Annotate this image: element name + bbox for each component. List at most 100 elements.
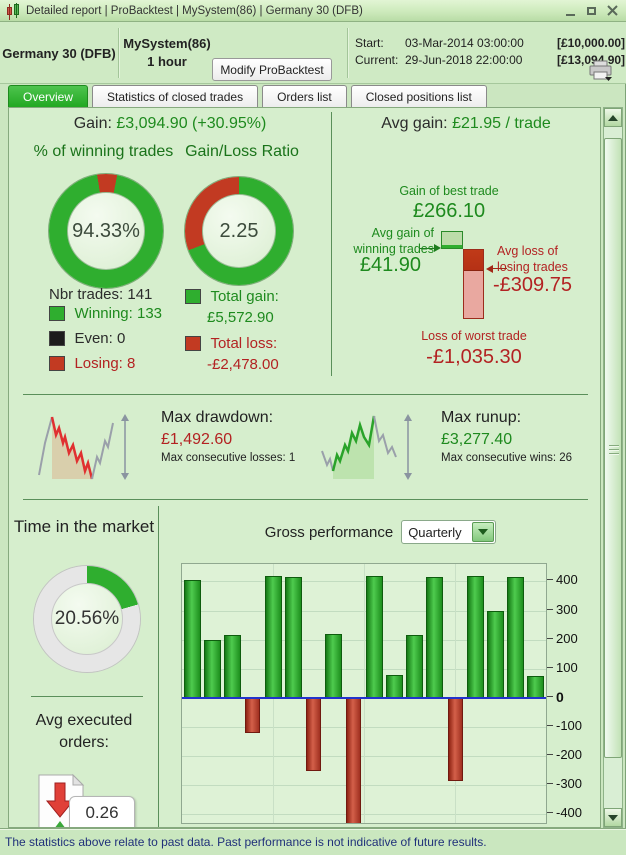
worst-trade-bar: [463, 249, 484, 319]
chevron-down-icon: [478, 529, 488, 535]
total-loss-swatch: [185, 336, 201, 351]
perf-bar-6: [285, 577, 302, 698]
y-tick--300: -300: [547, 776, 582, 791]
nbr-trades: Nbr trades: 141: [49, 286, 152, 303]
avg-gain-label: Avg gain:: [381, 115, 447, 132]
candlestick-app-icon: [6, 3, 21, 18]
tab-overview[interactable]: Overview: [8, 85, 88, 107]
gain-label: Gain:: [74, 115, 112, 132]
close-button[interactable]: [605, 4, 620, 18]
losing-color-swatch: [49, 356, 65, 371]
runup-title: Max runup:: [441, 409, 601, 427]
even-legend-row: Even: 0: [49, 330, 125, 351]
total-gain-label: Total gain:: [210, 288, 278, 305]
start-label: Start:: [355, 36, 405, 50]
total-gain-row: Total gain:: [185, 288, 279, 309]
worst-trade-label: Loss of worst trade: [399, 329, 549, 345]
timeframe: 1 hour: [123, 53, 210, 71]
modify-probacktest-button[interactable]: Modify ProBacktest: [212, 58, 332, 81]
winning-donut-title: % of winning trades: [21, 142, 186, 162]
separator-3: [31, 696, 143, 697]
top-vertical-divider: [331, 112, 332, 376]
drawdown-sub: Max consecutive losses: 1: [161, 452, 331, 464]
total-loss-row: Total loss:: [185, 335, 277, 356]
avg-orders-value: 0.26: [69, 796, 135, 828]
gain-summary: Gain: £3,094.90 (+30.95%): [9, 115, 331, 133]
zero-line: [182, 697, 546, 699]
instrument-name: Germany 30 (DFB): [2, 46, 115, 61]
avg-orders-title: Avg executed orders:: [9, 710, 159, 753]
avg-win-strip: [442, 245, 462, 248]
avg-win-arrow-icon: [434, 244, 441, 252]
winning-count: 133: [137, 305, 162, 322]
gross-performance-header: Gross performance Quarterly: [159, 520, 601, 544]
system-cell: MySystem(86) 1 hour: [124, 22, 210, 84]
perf-bar-8: [325, 634, 342, 698]
perf-bar-11: [386, 675, 403, 698]
y-tick--400: -400: [547, 805, 582, 820]
period-dropdown[interactable]: Quarterly: [401, 520, 496, 544]
nbr-trades-value: 141: [127, 286, 152, 303]
perf-bar-12: [406, 635, 423, 698]
perf-bar-16: [487, 611, 504, 698]
nbr-trades-label: Nbr trades:: [49, 286, 123, 303]
y-tick-300: 300: [547, 602, 578, 617]
y-tick-400: 400: [547, 572, 578, 587]
avg-loss-arrow-line: [493, 268, 507, 269]
tab-orders-list[interactable]: Orders list: [262, 85, 347, 107]
runup-value: £3,277.40: [441, 431, 601, 449]
tab-bar: OverviewStatistics of closed tradesOrder…: [8, 85, 618, 107]
total-gain-value: £5,572.90: [207, 309, 274, 326]
current-label: Current:: [355, 53, 405, 67]
overview-panel: Gain: £3,094.90 (+30.95%) % of winning t…: [8, 107, 601, 828]
gain-loss-ratio-donut: 2.25: [185, 177, 293, 285]
even-count: 0: [117, 330, 125, 347]
drawdown-chart-icon: [36, 411, 134, 483]
start-datetime: 03-Mar-2014 03:00:00: [405, 36, 557, 50]
runup-chart-icon: [319, 411, 417, 483]
gross-performance-title: Gross performance: [265, 524, 393, 541]
backtest-dates: Start: 03-Mar-2014 03:00:00 [£10,000.00]…: [355, 36, 625, 67]
separator-2: [23, 499, 588, 500]
perf-bar-2: [204, 640, 221, 698]
minimize-button[interactable]: [563, 4, 578, 18]
avg-win-label: Avg gain of winning trades: [337, 226, 434, 257]
time-in-market-donut: 20.56%: [34, 566, 140, 672]
runup-sub: Max consecutive wins: 26: [441, 452, 601, 464]
avg-gain-value: £21.95 / trade: [452, 115, 551, 132]
avg-loss-value: -£309.75: [493, 274, 572, 297]
avg-loss-segment: [464, 250, 483, 271]
perf-bar-3: [224, 635, 241, 698]
scrollbar-thumb[interactable]: [604, 138, 622, 758]
minimize-icon: [566, 14, 575, 16]
winning-legend: Winning: 133: [74, 305, 162, 322]
perf-bar-17: [507, 577, 524, 698]
y-tick-100: 100: [547, 660, 578, 675]
total-loss-label: Total loss:: [210, 335, 277, 352]
window-title: Detailed report | ProBacktest | MySystem…: [26, 5, 363, 17]
vertical-scrollbar[interactable]: [603, 107, 623, 828]
tab-closed-positions-list[interactable]: Closed positions list: [351, 85, 487, 107]
perf-bar-15: [467, 576, 484, 698]
y-tick-200: 200: [547, 631, 578, 646]
maximize-button[interactable]: [584, 4, 599, 18]
dropdown-arrow-button[interactable]: [472, 522, 494, 542]
y-tick--100: -100: [547, 718, 582, 733]
perf-bar-4: [245, 698, 260, 733]
y-tick-0: 0: [547, 689, 564, 705]
instrument-cell: Germany 30 (DFB): [0, 22, 118, 84]
tab-statistics-of-closed-trades[interactable]: Statistics of closed trades: [92, 85, 258, 107]
perf-bar-10: [366, 576, 383, 698]
scroll-up-button[interactable]: [604, 108, 622, 127]
total-loss-value: -£2,478.00: [207, 356, 279, 373]
header-divider-2: [347, 28, 348, 78]
drawdown-block: Max drawdown: £1,492.60 Max consecutive …: [161, 409, 331, 464]
best-trade-label: Gain of best trade: [369, 184, 529, 200]
print-button[interactable]: [588, 60, 614, 87]
losing-label: Losing:: [74, 355, 122, 372]
start-equity: [£10,000.00]: [557, 36, 625, 50]
separator-1: [23, 394, 588, 395]
period-selected: Quarterly: [402, 525, 472, 540]
bottom-vertical-divider: [158, 506, 159, 828]
scroll-down-button[interactable]: [604, 808, 622, 827]
